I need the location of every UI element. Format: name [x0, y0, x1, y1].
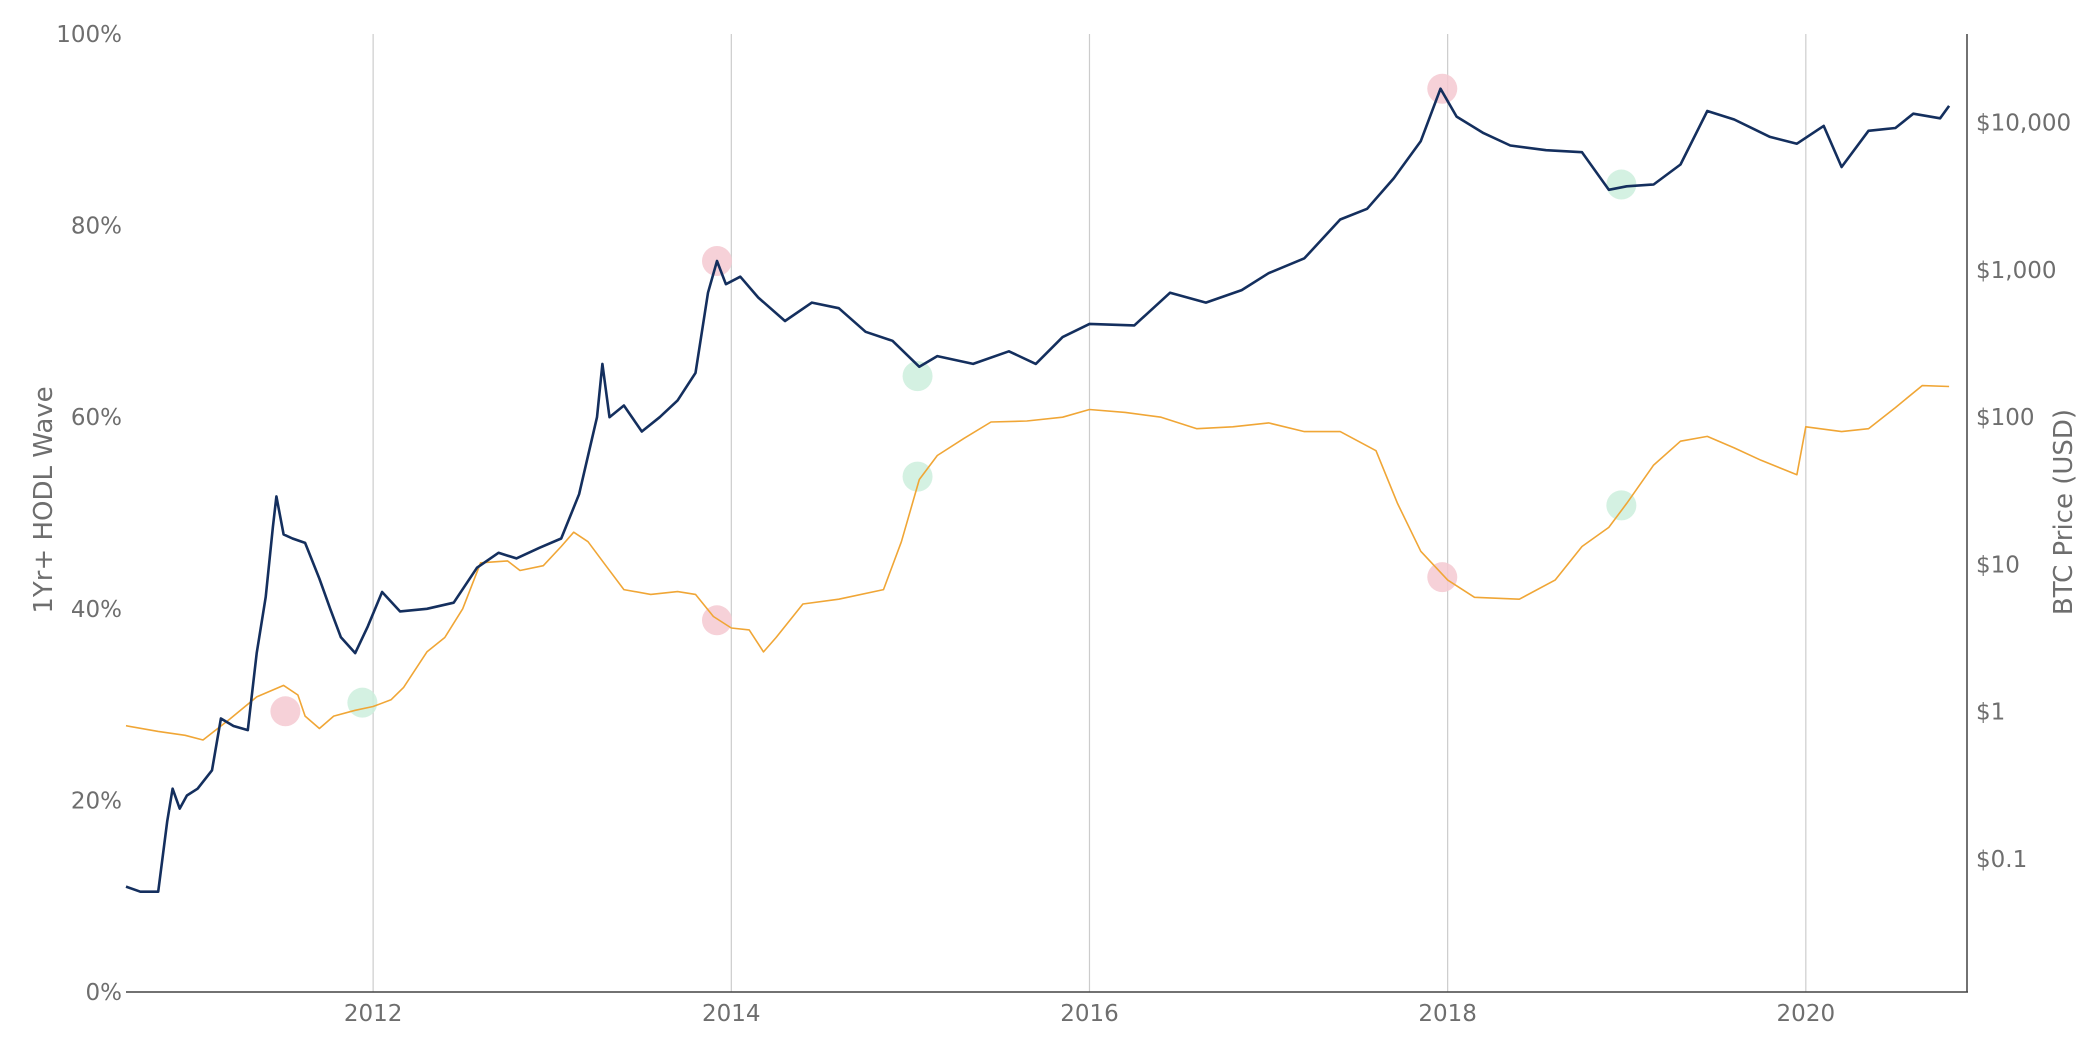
x-tick-label: 2018	[1418, 1001, 1477, 1027]
x-tick-label: 2012	[344, 1001, 403, 1027]
y-left-tick-label: 0%	[86, 980, 123, 1006]
y-right-tick-label: $10,000	[1976, 111, 2071, 137]
hodl-wave-line	[125, 384, 1950, 741]
cycle-bottom-marker	[1606, 169, 1637, 200]
y-left-tick-label: 100%	[56, 22, 122, 48]
cycle-peak-marker	[1427, 73, 1458, 104]
axis-layer	[126, 34, 1968, 993]
y-right-tick-label: $10	[1976, 552, 2020, 578]
y-right-tick-label: $100	[1976, 405, 2035, 431]
y-right-tick-label: $1,000	[1976, 258, 2056, 284]
y-right-axis-title: BTC Price (USD)	[2049, 409, 2079, 615]
series-layer	[125, 87, 1951, 894]
btc-price-line	[125, 87, 1951, 894]
y-left-tick-label: 20%	[71, 788, 122, 814]
x-tick-label: 2020	[1777, 1001, 1836, 1027]
x-tick-label: 2014	[702, 1001, 761, 1027]
cycle-bottom-marker	[902, 361, 933, 392]
y-left-tick-label: 80%	[71, 214, 122, 240]
cycle-peak-marker	[701, 605, 732, 636]
grid-layer	[372, 34, 1807, 992]
cycle-bottom-marker	[902, 461, 933, 492]
y-left-tick-label: 60%	[71, 405, 122, 431]
cycle-bottom-marker	[1606, 490, 1637, 521]
y-left-axis-title: 1Yr+ HODL Wave	[29, 386, 59, 613]
tick-layer: 2012 2014 2016 2018 2020 0% 20% 40% 60% 80% 100% $0…	[56, 22, 2071, 1027]
marker-layer	[270, 73, 1637, 727]
x-tick-label: 2016	[1060, 1001, 1119, 1027]
cycle-bottom-marker	[347, 687, 378, 718]
cycle-peak-marker	[270, 696, 301, 727]
y-right-tick-label: $1	[1976, 700, 2005, 726]
cycle-peak-marker	[1427, 562, 1458, 593]
y-right-tick-label: $0.1	[1976, 847, 2027, 873]
y-left-tick-label: 40%	[71, 597, 122, 623]
